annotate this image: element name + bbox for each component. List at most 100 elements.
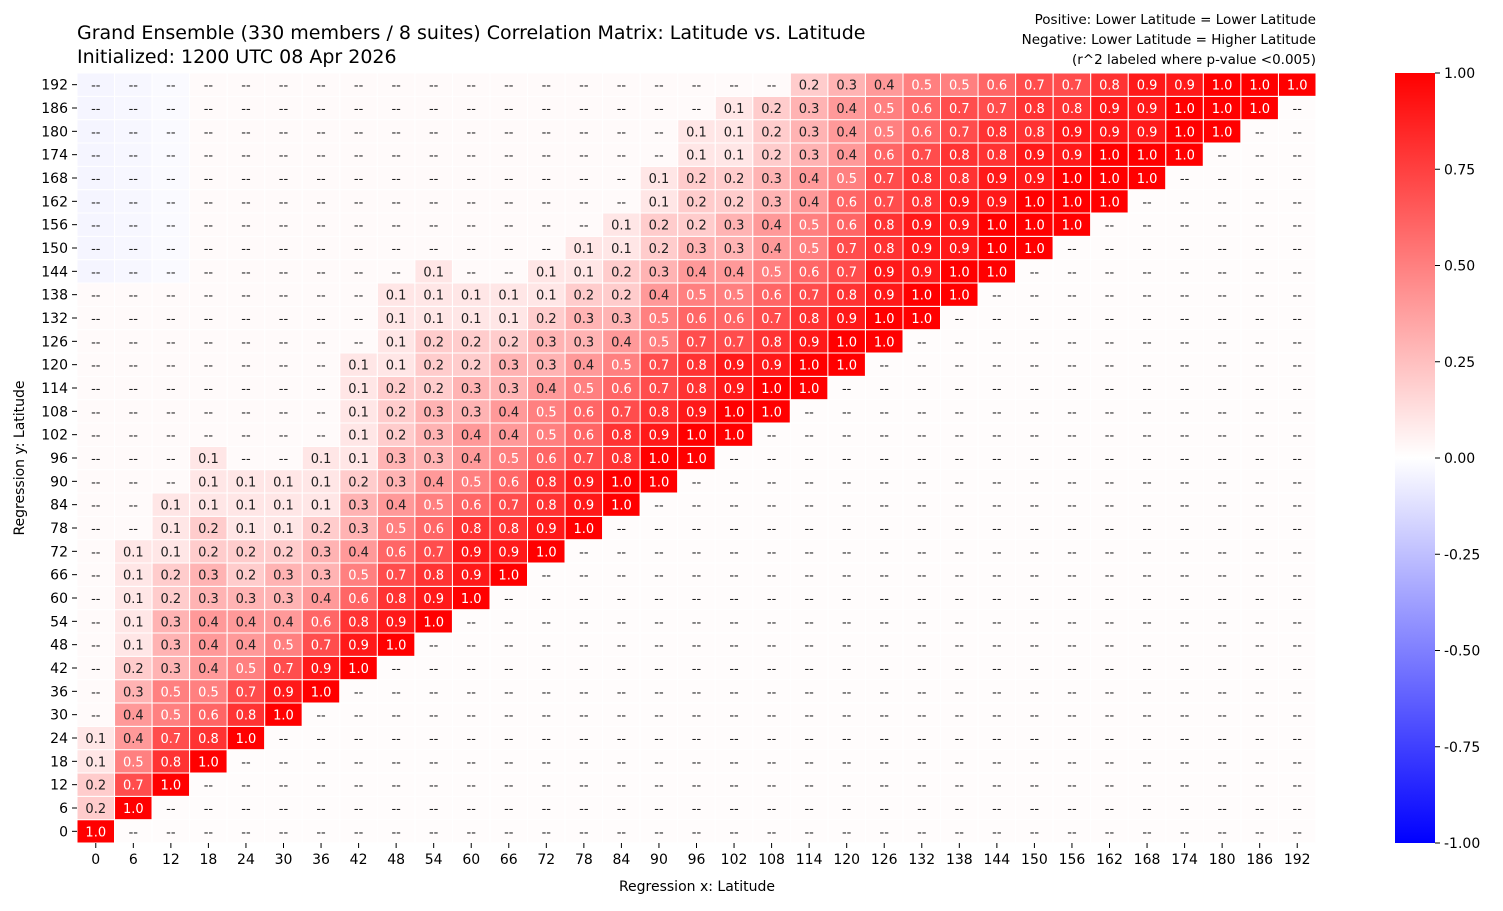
cell-label: -- [166, 102, 176, 117]
heatmap-cell: -- [301, 189, 341, 214]
heatmap-cell: -- [1165, 375, 1204, 401]
cell-label: -- [804, 779, 814, 794]
cell-label: -- [204, 429, 214, 444]
heatmap-cell: -- [1240, 539, 1279, 564]
cell-label: 0.8 [611, 452, 632, 467]
heatmap-cell: -- [376, 819, 416, 844]
cell-label: 0.3 [574, 312, 595, 327]
cell-label: -- [579, 709, 589, 724]
cell-label: -- [542, 709, 552, 724]
cell-label: 1.0 [1137, 172, 1158, 187]
heatmap-cell: -- [602, 749, 641, 774]
cell-label: -- [391, 219, 401, 234]
heatmap-cell: 0.2 [677, 165, 716, 191]
cell-label: 1.0 [1174, 149, 1195, 164]
heatmap-cell: -- [76, 679, 116, 704]
heatmap-cell: -- [489, 95, 529, 121]
heatmap-cell: -- [339, 749, 378, 774]
heatmap-cell: -- [451, 609, 491, 634]
heatmap-cell: -- [789, 562, 829, 587]
heatmap-cell: 0.3 [414, 445, 453, 471]
heatmap-cell: 0.4 [864, 72, 904, 97]
cell-label: 1.0 [1062, 195, 1083, 210]
cell-label: -- [1067, 615, 1077, 630]
cell-label: 0.1 [123, 592, 144, 607]
heatmap-cell: 0.3 [339, 492, 378, 517]
cell-label: -- [617, 195, 627, 210]
heatmap-cell: 0.7 [940, 119, 979, 144]
heatmap-cell: -- [1277, 562, 1317, 587]
cell-label: 1.0 [724, 429, 745, 444]
cell-label: 0.2 [236, 569, 257, 584]
cell-label: -- [729, 452, 739, 467]
heatmap-cell: -- [902, 399, 942, 424]
heatmap-cell: -- [564, 539, 604, 564]
heatmap-cell: -- [977, 702, 1017, 727]
cell-label: -- [617, 149, 627, 164]
cell-label: -- [692, 709, 702, 724]
cell-label: 0.7 [498, 499, 519, 514]
heatmap-cell: -- [451, 212, 491, 237]
cell-label: -- [429, 732, 439, 747]
cell-label: 0.3 [348, 499, 369, 514]
heatmap-cell: -- [226, 749, 266, 774]
heatmap-cell: -- [752, 749, 791, 774]
heatmap-cell: -- [752, 702, 791, 727]
cell-label: -- [767, 685, 777, 700]
heatmap-cell: -- [1202, 539, 1242, 564]
cell-label: 0.2 [161, 592, 182, 607]
heatmap-cell: 0.2 [564, 282, 604, 307]
heatmap-cell: -- [1127, 772, 1167, 797]
heatmap-cell: 1.0 [1052, 165, 1092, 191]
cell-label: 0.2 [536, 312, 557, 327]
cell-label: -- [955, 359, 965, 374]
heatmap-cell: -- [789, 399, 829, 424]
heatmap-cell: 0.9 [827, 305, 866, 331]
heatmap-cell: -- [1165, 235, 1204, 261]
heatmap-cell: -- [264, 119, 303, 144]
heatmap-cell: -- [940, 795, 979, 821]
heatmap-cell: 0.3 [414, 422, 453, 447]
cell-label: -- [91, 289, 101, 304]
cell-label: 0.7 [311, 639, 332, 654]
heatmap-cell: -- [1090, 422, 1129, 447]
heatmap-cell: 1.0 [1015, 235, 1054, 261]
cell-label: -- [1293, 289, 1303, 304]
cell-label: -- [729, 569, 739, 584]
cell-label: -- [654, 615, 664, 630]
heatmap-cell: -- [1090, 235, 1129, 261]
cell-label: -- [504, 102, 514, 117]
heatmap-cell: -- [564, 702, 604, 727]
cell-label: -- [1142, 592, 1152, 607]
cell-label: -- [1293, 499, 1303, 514]
cell-label: -- [579, 79, 589, 94]
heatmap-cell: -- [977, 795, 1017, 821]
cell-label: -- [204, 382, 214, 397]
cell-label: -- [917, 429, 927, 444]
cell-label: -- [1255, 802, 1265, 817]
cell-label: -- [1180, 522, 1190, 537]
heatmap-cell: 0.5 [714, 282, 754, 307]
heatmap-cell: -- [226, 352, 266, 377]
cell-label: -- [1255, 825, 1265, 840]
y-tick-label: 162 [41, 194, 68, 210]
heatmap-cell: -- [1127, 329, 1167, 354]
cell-label: -- [166, 265, 176, 280]
heatmap-cell: -- [76, 469, 116, 494]
heatmap-cell: -- [1165, 399, 1204, 424]
heatmap-cell: -- [264, 212, 303, 237]
heatmap-cell: 0.1 [714, 142, 754, 167]
cell-label: 0.1 [311, 475, 332, 490]
cell-label: 0.9 [461, 545, 482, 560]
cell-label: 0.7 [836, 265, 857, 280]
cell-label: -- [1067, 289, 1077, 304]
cell-rect [1277, 72, 1317, 97]
heatmap-cell: -- [789, 795, 829, 821]
cell-label: 0.4 [198, 639, 219, 654]
cell-label: 0.8 [987, 149, 1008, 164]
cell-label: -- [129, 522, 139, 537]
heatmap-cell: -- [76, 609, 116, 634]
heatmap-cell: -- [1015, 492, 1054, 517]
heatmap-cell: -- [714, 562, 754, 587]
heatmap-cell: -- [977, 282, 1017, 307]
